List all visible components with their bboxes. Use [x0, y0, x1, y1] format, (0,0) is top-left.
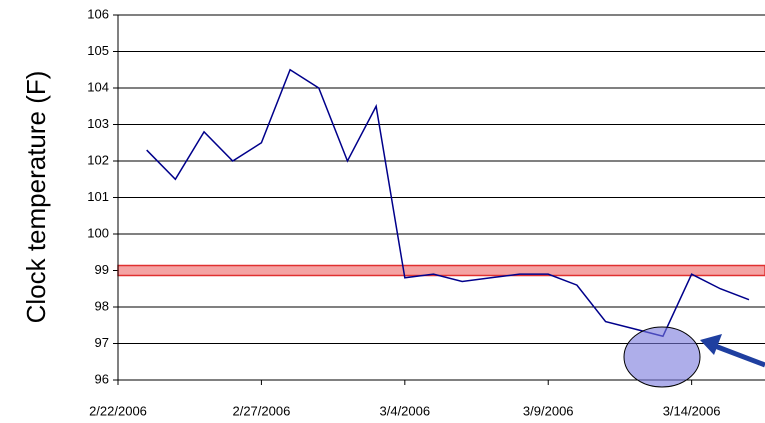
y-tick-label: 98: [95, 298, 109, 313]
x-tick-label: 3/14/2006: [663, 403, 721, 418]
y-tick-label: 97: [95, 335, 109, 350]
y-tick-label: 102: [87, 152, 109, 167]
highlight-circle: [623, 326, 701, 388]
arrow-head: [700, 334, 722, 355]
arrow-shaft: [714, 343, 765, 368]
y-tick-label: 101: [87, 189, 109, 204]
y-tick-label: 100: [87, 225, 109, 240]
x-tick-label: 2/27/2006: [232, 403, 290, 418]
x-tick-label: 3/4/2006: [380, 403, 431, 418]
y-tick-label: 106: [87, 6, 109, 21]
y-tick-label: 103: [87, 116, 109, 131]
data-line: [146, 68, 750, 338]
y-tick-label: 96: [95, 371, 109, 386]
x-tick-label: 2/22/2006: [89, 403, 147, 418]
y-tick-label: 105: [87, 43, 109, 58]
y-tick-label: 104: [87, 79, 109, 94]
x-tick-label: 3/9/2006: [523, 403, 574, 418]
y-axis-label: Clock temperature (F): [21, 71, 51, 324]
threshold-band: [117, 264, 765, 277]
y-tick-label: 99: [95, 262, 109, 277]
